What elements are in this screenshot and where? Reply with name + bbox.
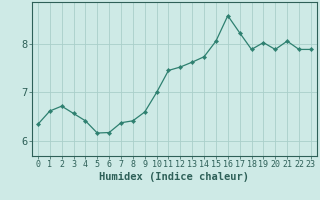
- X-axis label: Humidex (Indice chaleur): Humidex (Indice chaleur): [100, 172, 249, 182]
